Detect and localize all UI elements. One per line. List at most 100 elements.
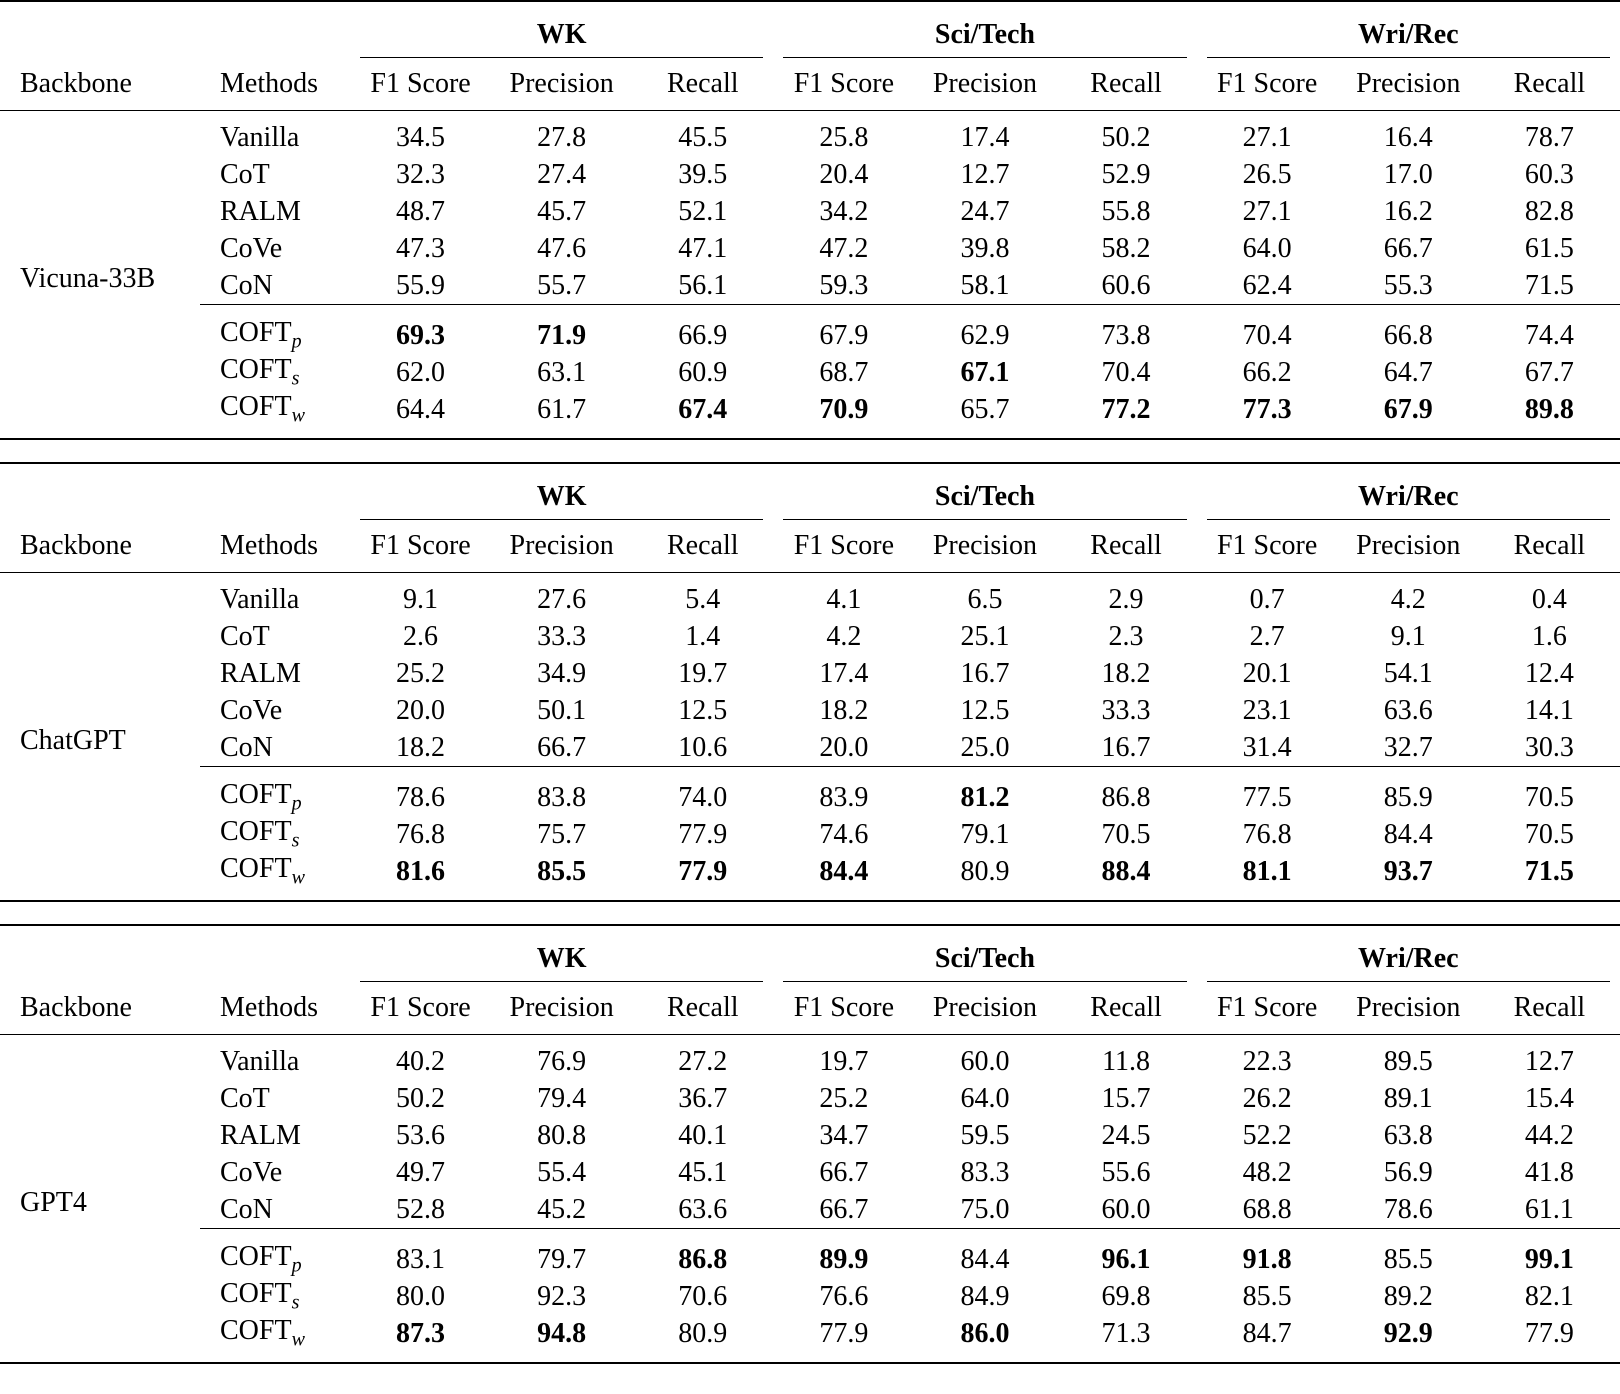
method-cell: Vanilla xyxy=(200,573,350,619)
value-cell: 47.6 xyxy=(537,232,587,264)
metric-header: Recall xyxy=(1055,982,1197,1035)
value-cell: 63.6 xyxy=(678,1193,728,1225)
value-cell: 16.7 xyxy=(1101,731,1151,763)
value-cell: 77.9 xyxy=(819,1317,869,1349)
group-label: Wri/Rec xyxy=(1206,19,1610,58)
method-subscript: s xyxy=(291,829,300,852)
value-cell: 83.8 xyxy=(491,766,633,816)
value-cell: 96.1 xyxy=(1055,1228,1197,1278)
method-cell: Vanilla xyxy=(200,1035,350,1081)
value-cell: 50.1 xyxy=(537,694,587,726)
value-cell: 60.6 xyxy=(1101,269,1151,301)
metric-header: Precision xyxy=(914,982,1056,1035)
value-cell: 2.7 xyxy=(1249,620,1285,652)
value-cell: 10.6 xyxy=(678,731,728,763)
value-cell: 78.6 xyxy=(350,766,492,816)
value-cell: 61.5 xyxy=(1524,232,1574,264)
value-cell: 24.7 xyxy=(960,195,1010,227)
value-cell: 63.6 xyxy=(1383,694,1433,726)
value-cell: 45.1 xyxy=(678,1156,728,1188)
value-cell: 12.7 xyxy=(1524,1045,1574,1077)
value-cell: 77.9 xyxy=(678,818,728,850)
value-cell: 25.8 xyxy=(819,121,869,153)
metric-header: Precision xyxy=(914,58,1056,111)
value-cell: 9.1 xyxy=(1390,620,1426,652)
value-cell: 40.1 xyxy=(678,1119,728,1151)
value-cell: 45.7 xyxy=(537,195,587,227)
value-cell: 83.1 xyxy=(350,1228,492,1278)
value-cell: 62.0 xyxy=(396,356,446,388)
value-cell: 85.5 xyxy=(1242,1280,1292,1312)
value-cell: 74.4 xyxy=(1478,304,1620,354)
metric-header-row: Backbone Methods F1 Score Precision Recall F1… xyxy=(0,58,1620,111)
value-cell: 82.8 xyxy=(1524,195,1574,227)
value-cell: 67.9 xyxy=(773,304,915,354)
value-cell: 67.7 xyxy=(1524,356,1574,388)
value-cell: 17.0 xyxy=(1383,158,1433,190)
value-cell: 93.7 xyxy=(1383,855,1433,887)
corner-cell xyxy=(0,925,350,982)
value-cell: 63.1 xyxy=(537,356,587,388)
value-cell: 77.3 xyxy=(1242,393,1292,425)
value-cell: 78.6 xyxy=(1383,1193,1433,1225)
metric-header: Precision xyxy=(491,520,633,573)
value-cell: 70.5 xyxy=(1524,818,1574,850)
value-cell: 45.2 xyxy=(537,1193,587,1225)
method-subscript: w xyxy=(291,866,305,889)
method-name: CoT xyxy=(220,158,270,190)
method-cell: RALM xyxy=(200,1117,350,1154)
group-header-row: WK Sci/Tech Wri/Rec xyxy=(0,463,1620,520)
value-cell: 85.5 xyxy=(537,855,587,887)
value-cell: 27.1 xyxy=(1242,195,1292,227)
metric-header-row: Backbone Methods F1 Score Precision Recall F1… xyxy=(0,520,1620,573)
group-header: Sci/Tech xyxy=(773,925,1196,982)
value-cell: 79.4 xyxy=(537,1082,587,1114)
value-cell: 17.4 xyxy=(819,657,869,689)
value-cell: 68.7 xyxy=(819,356,869,388)
group-label: WK xyxy=(360,481,764,520)
backbone-cell: GPT4 xyxy=(20,1186,87,1218)
group-header-row: WK Sci/Tech Wri/Rec xyxy=(0,1,1620,58)
value-cell: 77.9 xyxy=(678,855,728,887)
value-cell: 63.8 xyxy=(1383,1119,1433,1151)
value-cell: 68.8 xyxy=(1242,1193,1292,1225)
method-subscript: s xyxy=(291,367,300,390)
metric-header: Recall xyxy=(1478,58,1620,111)
method-cell: RALM xyxy=(200,193,350,230)
value-cell: 34.7 xyxy=(819,1119,869,1151)
value-cell: 5.4 xyxy=(685,583,721,615)
data-row: Vicuna-33B Vanilla 34.5 27.8 45.5 25.8 17.4 50.… xyxy=(0,111,1620,294)
group-label: Sci/Tech xyxy=(783,481,1187,520)
value-cell: 34.5 xyxy=(396,121,446,153)
group-label: Wri/Rec xyxy=(1206,481,1610,520)
value-cell: 71.5 xyxy=(1524,269,1574,301)
value-cell: 64.0 xyxy=(1242,232,1292,264)
value-cell: 16.7 xyxy=(960,657,1010,689)
method-cell: CoVe xyxy=(200,692,350,729)
value-cell: 86.8 xyxy=(1055,766,1197,816)
value-cell: 77.5 xyxy=(1196,766,1338,816)
method-name: CoT xyxy=(220,1082,270,1114)
results-table: WK Sci/Tech Wri/Rec Backbone Methods F1 Score… xyxy=(0,462,1620,902)
value-cell: 47.3 xyxy=(396,232,446,264)
value-cell: 56.1 xyxy=(678,269,728,301)
metric-header: F1 Score xyxy=(773,982,915,1035)
value-cell: 89.5 xyxy=(1383,1045,1433,1077)
value-cell: 81.6 xyxy=(396,855,446,887)
metric-header: F1 Score xyxy=(1196,520,1338,573)
value-cell: 61.1 xyxy=(1524,1193,1574,1225)
value-cell: 48.7 xyxy=(396,195,446,227)
value-cell: 89.8 xyxy=(1524,393,1574,425)
data-row: GPT4 Vanilla 40.2 76.9 27.2 19.7 60.0 11.8 22.3 8… xyxy=(0,1035,1620,1218)
method-name: RALM xyxy=(220,657,301,689)
value-cell: 45.5 xyxy=(678,121,728,153)
value-cell: 52.1 xyxy=(678,195,728,227)
value-cell: 39.8 xyxy=(960,232,1010,264)
value-cell: 40.2 xyxy=(396,1045,446,1077)
value-cell: 70.5 xyxy=(1478,766,1620,816)
method-name: CoN xyxy=(220,269,273,301)
group-header: Wri/Rec xyxy=(1197,1,1620,58)
column-header: Methods xyxy=(200,982,350,1035)
value-cell: 84.9 xyxy=(960,1280,1010,1312)
value-cell: 26.5 xyxy=(1242,158,1292,190)
